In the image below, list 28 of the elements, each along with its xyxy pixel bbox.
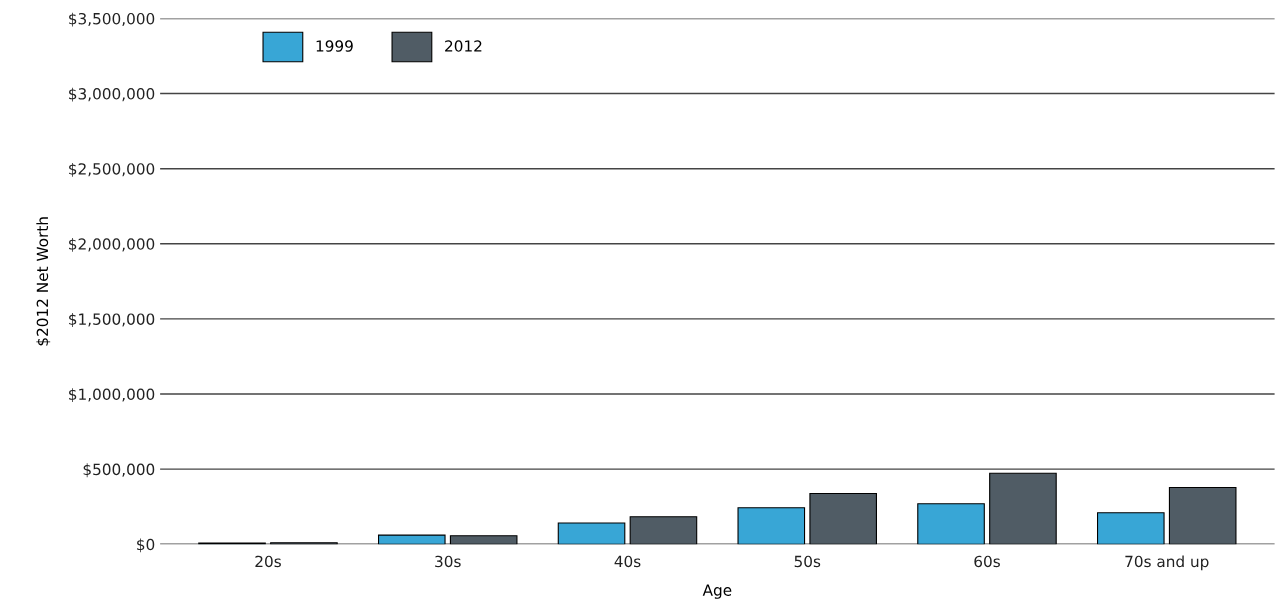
bar	[989, 472, 1057, 545]
x-tick-label: 70s and up	[1125, 555, 1209, 571]
y-tick-label: $1,000,000	[69, 388, 155, 403]
x-tick-label: 30s	[435, 555, 461, 568]
x-tick-label: 20s	[255, 555, 281, 568]
y-tick-label: $2,500,000	[69, 162, 155, 177]
y-tick-label: $500,000	[83, 463, 155, 478]
legend-label: 1999	[316, 40, 353, 52]
y-tick-label: $2,000,000	[69, 238, 155, 252]
bar	[1096, 512, 1165, 545]
bar	[737, 507, 806, 545]
y-tick-label: $3,500,000	[69, 12, 155, 27]
x-axis-title: Age	[702, 584, 732, 599]
bar	[377, 534, 446, 545]
bar	[449, 535, 518, 545]
bar	[1168, 486, 1237, 545]
x-tick-label: 60s	[974, 555, 1000, 568]
bar	[557, 522, 626, 545]
x-tick-label: 50s	[794, 555, 821, 568]
bar	[809, 492, 877, 545]
y-tick-label: $3,000,000	[69, 87, 155, 102]
y-axis-title: $2012 Net Worth	[36, 217, 51, 346]
y-tick-label: $0	[137, 538, 155, 553]
bar	[629, 516, 698, 545]
y-tick-label: $1,500,000	[69, 313, 155, 327]
x-tick-label: 40s	[614, 555, 641, 568]
bar	[917, 503, 985, 545]
legend-label: 2012	[445, 40, 482, 52]
